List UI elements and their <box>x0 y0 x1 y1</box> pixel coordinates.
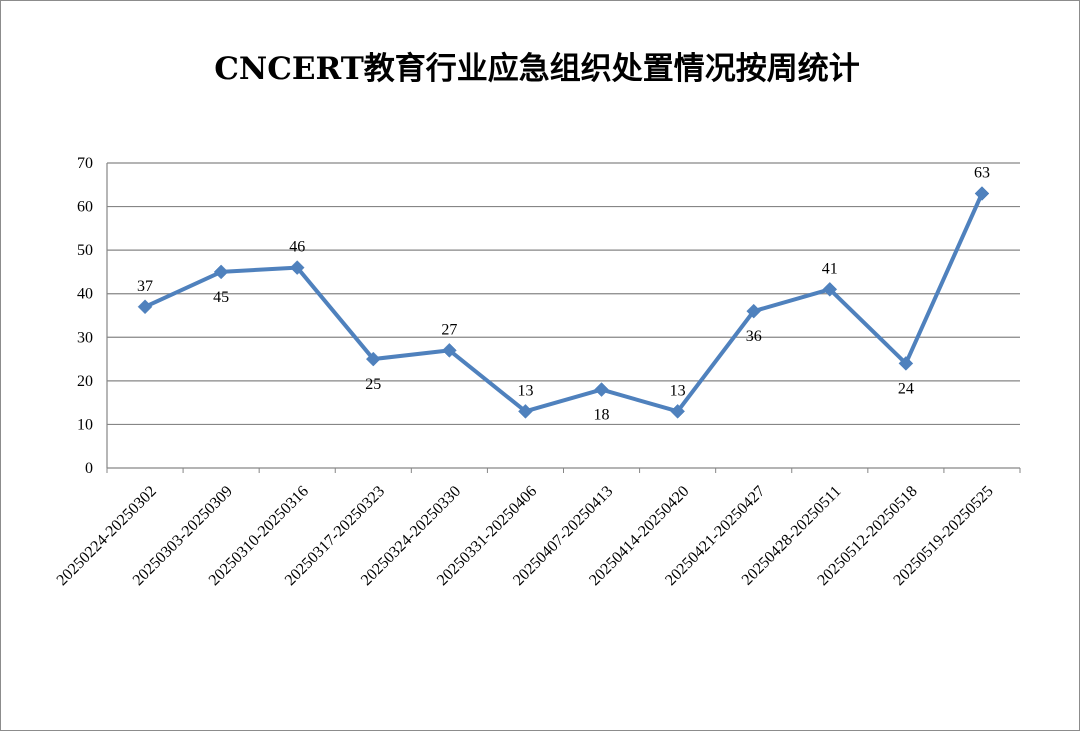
y-tick-label: 40 <box>77 286 93 303</box>
data-point-marker <box>898 356 914 371</box>
data-label: 25 <box>365 376 381 393</box>
y-tick-label: 20 <box>77 373 93 390</box>
gridlines <box>106 162 1021 473</box>
data-label: 46 <box>289 239 305 256</box>
data-label: 36 <box>746 328 762 345</box>
data-label: 24 <box>898 380 914 397</box>
y-tick-label: 60 <box>77 199 93 216</box>
data-label: 18 <box>594 407 610 424</box>
series-line <box>143 191 984 414</box>
data-label: 45 <box>213 289 229 306</box>
data-point-marker <box>670 404 685 419</box>
data-point-marker <box>746 303 762 319</box>
series-line-layer <box>143 191 984 414</box>
data-label: 63 <box>974 165 990 182</box>
data-label: 27 <box>441 321 457 338</box>
y-tick-label: 0 <box>85 460 93 477</box>
data-point-marker <box>137 299 153 315</box>
data-point-marker <box>518 404 533 419</box>
data-point-marker <box>365 351 381 367</box>
data-label: 13 <box>517 382 533 399</box>
y-tick-label: 10 <box>77 416 93 433</box>
chart-title: CNCERT教育行业应急组织处置情况按周统计 <box>214 51 860 87</box>
data-labels: 37 45 46 25 27 13 18 13 36 41 24 63 <box>137 165 990 424</box>
y-tick-label: 30 <box>77 329 93 346</box>
data-point-marker <box>974 186 990 201</box>
y-tick-label: 50 <box>77 242 93 259</box>
y-tick-label: 70 <box>77 155 93 172</box>
data-point-markers <box>137 186 990 419</box>
y-axis-tick-labels: 0 10 20 30 40 50 60 70 <box>77 155 93 477</box>
data-label: 37 <box>137 278 153 295</box>
data-point-marker <box>822 282 838 297</box>
data-point-marker <box>442 343 457 358</box>
data-point-marker <box>289 260 305 275</box>
data-label: 13 <box>670 382 686 399</box>
data-point-marker <box>594 382 609 397</box>
x-axis-tick-labels: 20250224-2025030220250303-20250309202503… <box>54 483 997 589</box>
data-label: 41 <box>822 260 838 277</box>
data-point-marker <box>213 264 229 280</box>
